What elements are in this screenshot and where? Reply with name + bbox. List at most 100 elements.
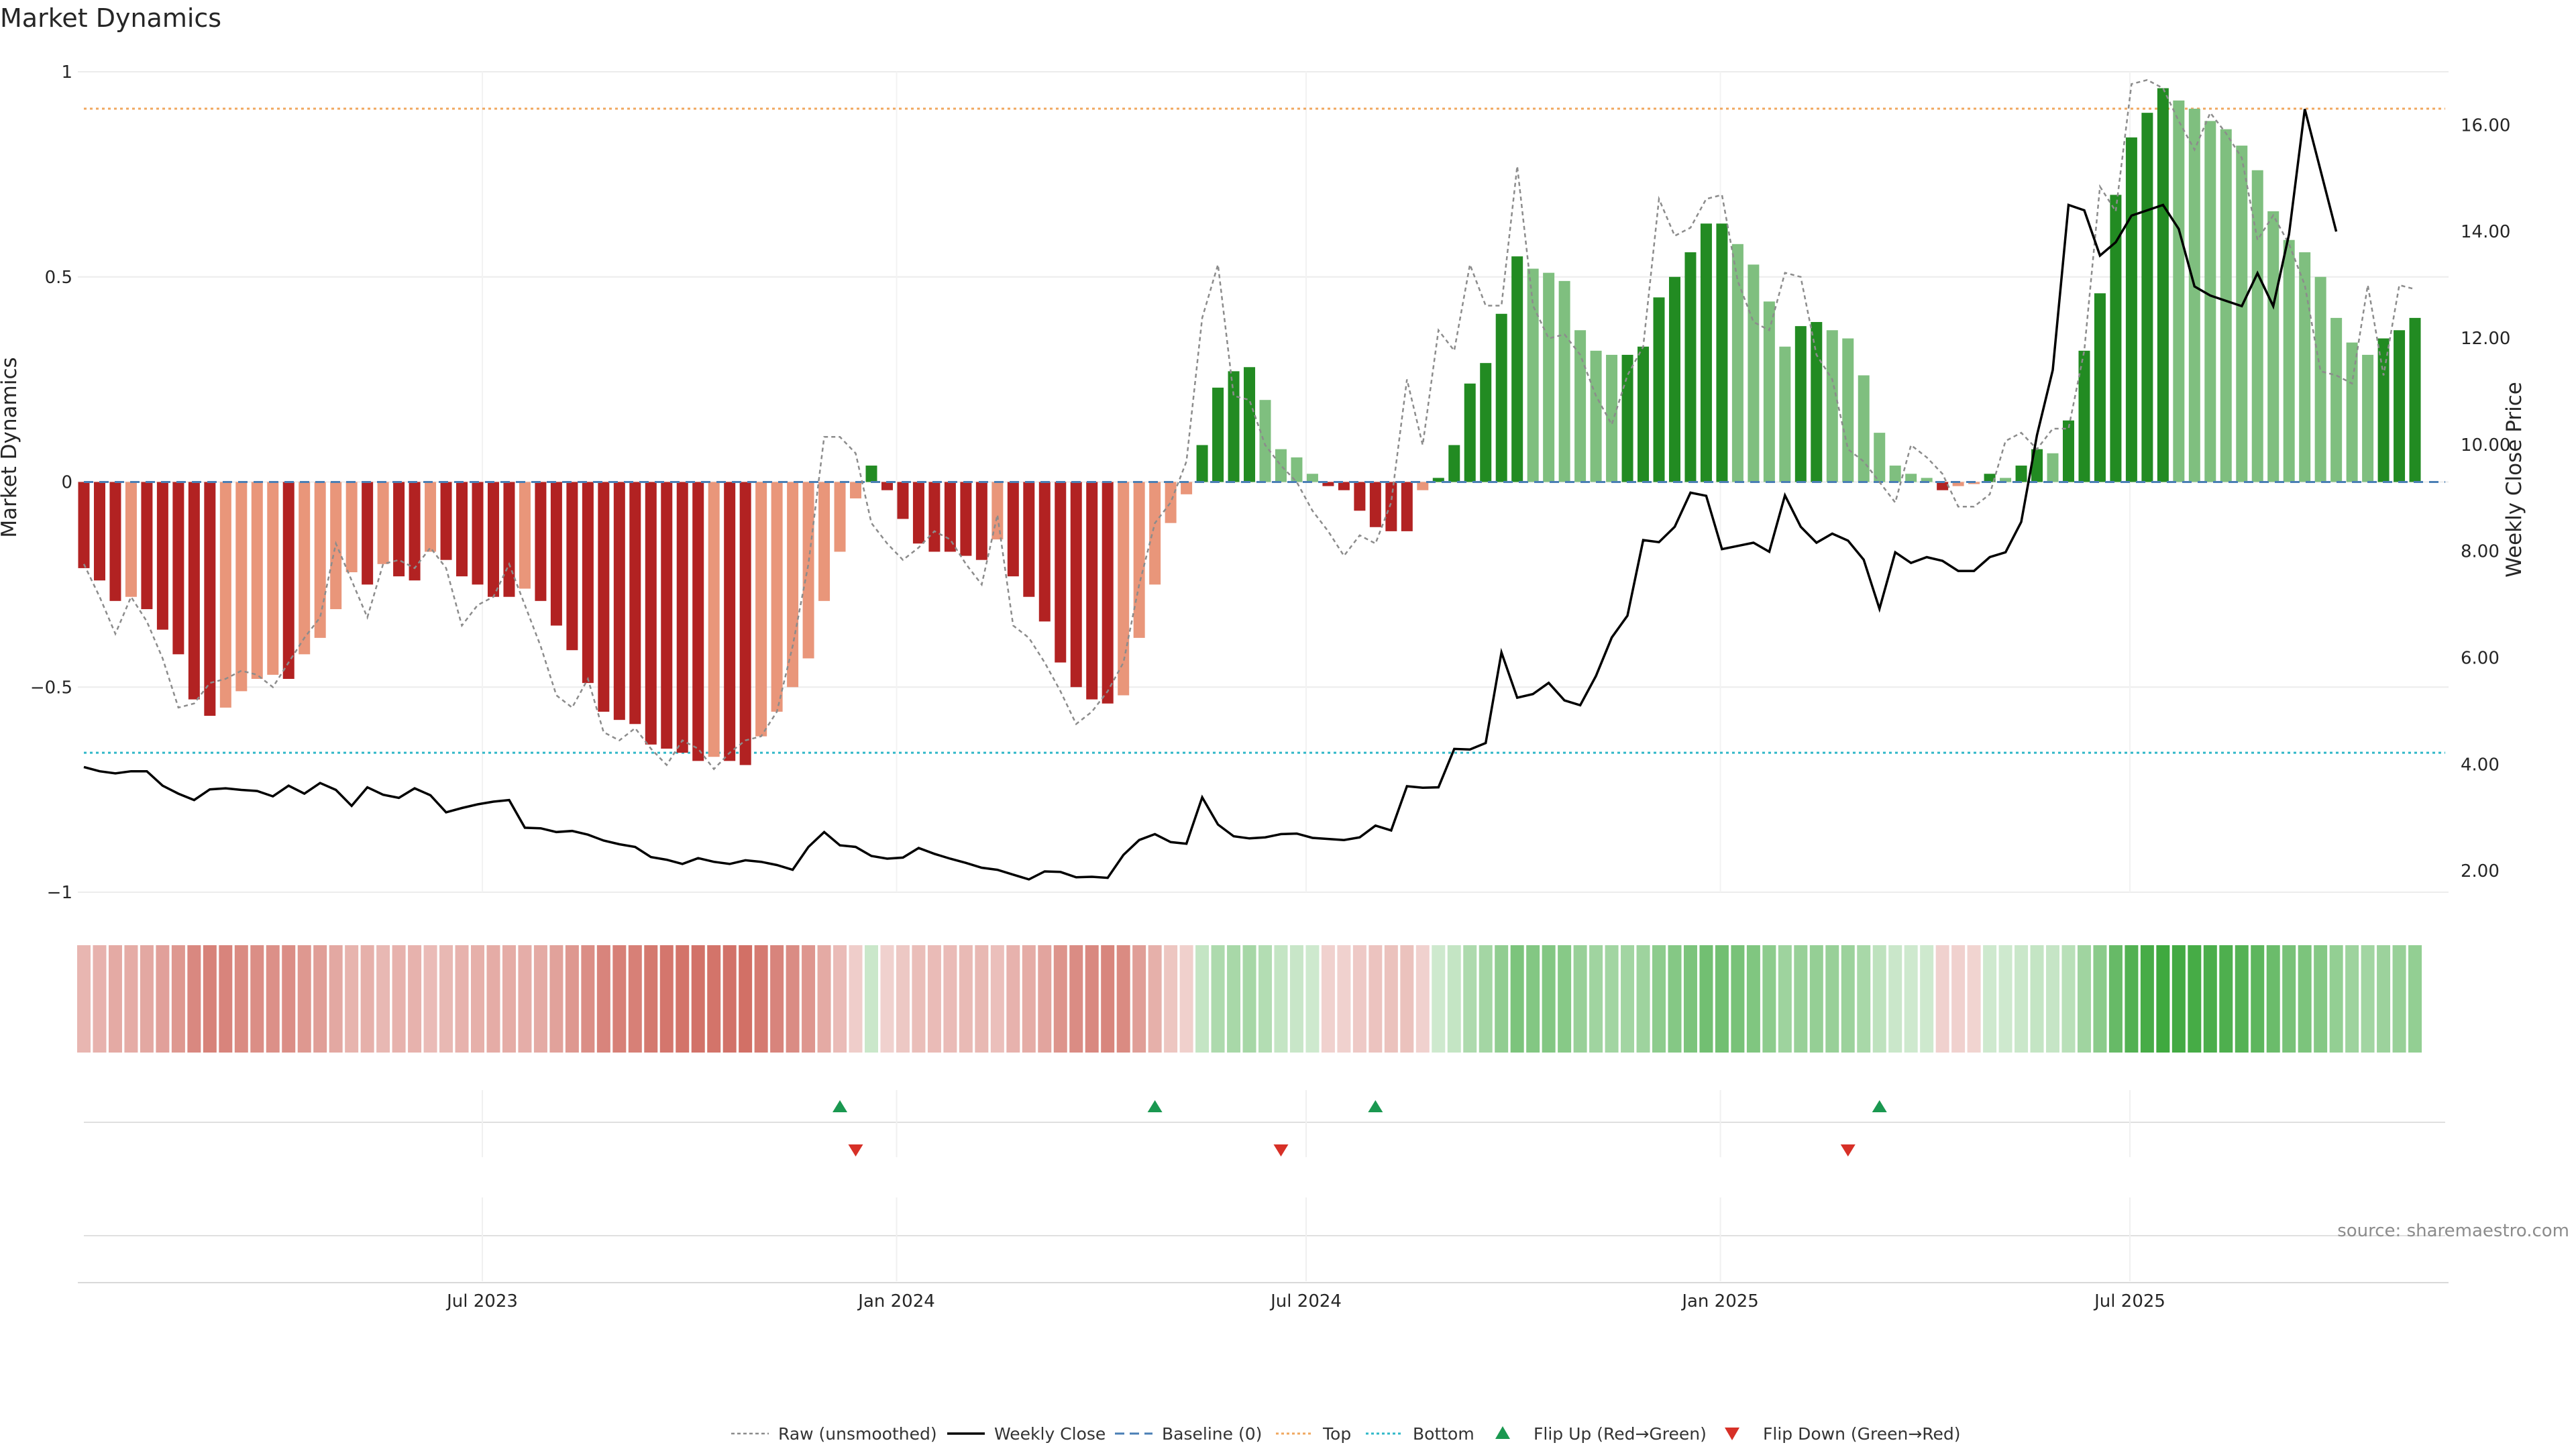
heat-cell xyxy=(1038,945,1052,1053)
heat-cell xyxy=(549,945,564,1053)
dynamics-bar xyxy=(219,482,231,708)
heat-cell xyxy=(1857,945,1871,1053)
heat-cell xyxy=(471,945,484,1053)
heat-cell xyxy=(1998,945,2012,1053)
heat-cell xyxy=(739,945,753,1053)
dynamics-bar xyxy=(1212,387,1224,482)
heat-cell xyxy=(2077,945,2091,1053)
dynamics-bar xyxy=(2094,293,2106,482)
heat-cell xyxy=(1825,945,1839,1053)
heat-cell xyxy=(1652,945,1666,1053)
dynamics-bar xyxy=(1937,482,1949,490)
dynamics-bar xyxy=(1354,482,1366,511)
heat-cell xyxy=(1022,945,1036,1053)
legend-label: Baseline (0) xyxy=(1162,1424,1262,1444)
dynamics-bar xyxy=(2377,338,2390,482)
heat-cell xyxy=(486,945,500,1053)
flip-down-marker xyxy=(1273,1144,1289,1157)
dynamics-bar xyxy=(156,482,168,630)
dynamics-bar xyxy=(802,482,814,659)
dynamics-bar xyxy=(1968,482,1980,484)
dynamics-bar xyxy=(613,482,625,720)
heat-cell xyxy=(880,945,894,1053)
dynamics-bar xyxy=(503,482,515,597)
dynamics-bar xyxy=(787,482,799,688)
dynamics-bar xyxy=(2141,113,2153,482)
dynamics-bar xyxy=(1291,457,1303,482)
heat-cell xyxy=(2156,945,2170,1053)
dynamics-bar xyxy=(425,482,437,552)
heat-cell xyxy=(439,945,453,1053)
dynamics-bar xyxy=(598,482,610,712)
weekly-close-line xyxy=(83,109,2338,881)
heat-cell xyxy=(1526,945,1540,1053)
dynamics-bar xyxy=(1244,367,1256,482)
heat-cell xyxy=(297,945,311,1053)
legend-label: Raw (unsmoothed) xyxy=(778,1424,937,1444)
heat-cell xyxy=(1605,945,1619,1053)
dynamics-bar xyxy=(409,482,421,581)
heat-cell xyxy=(234,945,248,1053)
heat-cell xyxy=(581,945,595,1053)
dynamics-bar xyxy=(550,482,562,626)
heat-cell xyxy=(1368,945,1383,1053)
heat-cell xyxy=(2125,945,2139,1053)
dynamics-bar xyxy=(1149,482,1161,585)
heat-cell xyxy=(1542,945,1556,1053)
dynamics-bar xyxy=(739,482,751,765)
heat-cell xyxy=(1085,945,1099,1053)
dynamics-bar xyxy=(2220,129,2232,482)
heat-cell xyxy=(1242,945,1256,1053)
dynamics-bar xyxy=(724,482,736,761)
heat-cell xyxy=(1495,945,1509,1053)
heat-cell xyxy=(2266,945,2280,1053)
dynamics-bar xyxy=(960,482,972,556)
heat-cell xyxy=(1683,945,1697,1053)
heat-cell xyxy=(802,945,816,1053)
heat-cell xyxy=(1621,945,1635,1053)
heat-cell xyxy=(345,945,359,1053)
heat-cell xyxy=(250,945,264,1053)
dynamics-bar xyxy=(1385,482,1397,531)
dynamics-bar xyxy=(188,482,200,700)
dynamics-bar xyxy=(1401,482,1413,531)
dynamics-bar xyxy=(897,482,909,519)
heat-cell xyxy=(1951,945,1966,1053)
dynamics-bar xyxy=(834,482,846,552)
raw-series-line xyxy=(83,78,2416,771)
heat-cell xyxy=(1463,945,1477,1053)
dynamics-bar xyxy=(393,482,405,577)
heat-cell xyxy=(455,945,469,1053)
dynamics-bar xyxy=(314,482,326,638)
heat-cell xyxy=(187,945,201,1053)
dynamics-bar xyxy=(2157,88,2169,482)
dynamics-bar xyxy=(1952,482,1964,486)
dynamics-bar xyxy=(1181,482,1193,494)
dynamics-bar xyxy=(2283,239,2295,482)
heat-cell xyxy=(1321,945,1335,1053)
dynamics-bar xyxy=(1638,346,1650,482)
heat-cell xyxy=(2282,945,2296,1053)
heat-cell xyxy=(1164,945,1178,1053)
heat-cell xyxy=(1116,945,1130,1053)
heat-cell xyxy=(392,945,406,1053)
heat-cell xyxy=(1935,945,1949,1053)
dynamics-bar xyxy=(1889,466,1901,482)
dynamics-bar xyxy=(1448,445,1460,482)
dynamics-bar xyxy=(1668,276,1680,482)
heat-cell xyxy=(565,945,579,1053)
flip-up-marker xyxy=(833,1100,848,1112)
heat-cell xyxy=(1432,945,1446,1053)
dynamics-bar xyxy=(1684,252,1697,482)
heat-cell xyxy=(2046,945,2059,1053)
dynamics-bar xyxy=(629,482,641,724)
dynamics-bar xyxy=(912,482,924,544)
heat-cell xyxy=(912,945,926,1053)
heat-cell xyxy=(360,945,374,1053)
flip-up-marker xyxy=(1368,1100,1383,1112)
dynamics-bar xyxy=(2125,137,2137,482)
heat-cell xyxy=(754,945,768,1053)
heat-cell xyxy=(1841,945,1855,1053)
heat-cell xyxy=(2030,945,2044,1053)
